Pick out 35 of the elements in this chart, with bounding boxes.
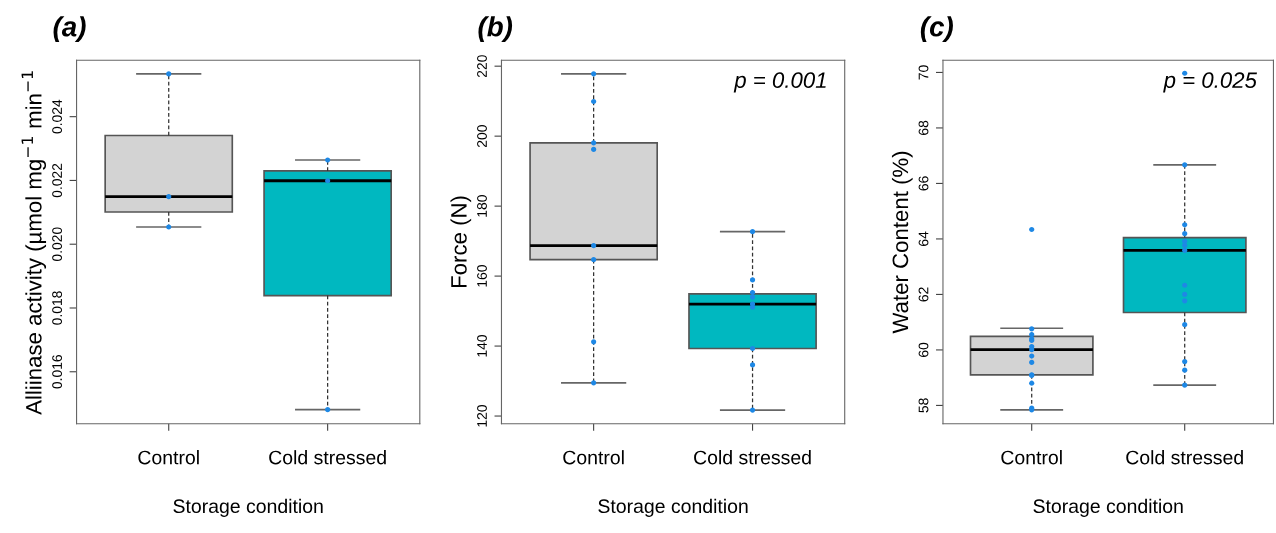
x-axis-title: Storage condition — [173, 498, 323, 517]
y-tick-label: 0.018 — [52, 291, 63, 325]
y-tick-label: 140 — [477, 335, 487, 357]
y-tick-label: 220 — [477, 55, 487, 78]
y-axis-title: Water Content (%) — [891, 151, 913, 334]
y-tick-label: 62 — [918, 287, 929, 302]
y-tick-label: 68 — [918, 120, 929, 135]
x-tick-label: Control — [138, 450, 199, 465]
y-tick-label: 120 — [477, 404, 487, 427]
x-axis-title: Storage condition — [598, 498, 748, 517]
y-tick-label: 60 — [918, 342, 929, 357]
chart-title: (a) — [53, 16, 86, 43]
x-tick-label: Control — [1001, 450, 1062, 465]
x-tick-label: Cold stressed — [1126, 450, 1243, 465]
chart-title: (c) — [920, 16, 953, 43]
y-axis-title: Alliinase activity (µmol mg$^{−1}$ min$^{−1}$ — [21, 71, 47, 415]
y-tick-label: 0.024 — [52, 99, 63, 134]
y-tick-label: 0.016 — [52, 354, 63, 389]
y-tick-label: 64 — [918, 231, 929, 246]
chart-title: (b) — [478, 16, 513, 43]
y-tick-label: 58 — [918, 398, 929, 413]
y-tick-label: 180 — [477, 195, 487, 217]
x-tick-label: Cold stressed — [694, 450, 811, 465]
annotation: p = 0.001 — [733, 72, 826, 93]
x-tick-label: Control — [563, 450, 624, 465]
y-tick-label: 0.022 — [52, 163, 63, 198]
y-tick-label: 66 — [918, 176, 929, 191]
annotation: p = 0.025 — [1163, 72, 1257, 93]
x-tick-label: Cold stressed — [269, 450, 386, 465]
y-tick-label: 0.020 — [52, 227, 63, 262]
x-axis-title: Storage condition — [1033, 498, 1183, 517]
y-tick-label: 160 — [477, 265, 487, 287]
y-tick-label: 70 — [918, 65, 929, 80]
y-tick-label: 200 — [477, 125, 487, 148]
y-axis-title: Force (N) — [450, 196, 472, 288]
